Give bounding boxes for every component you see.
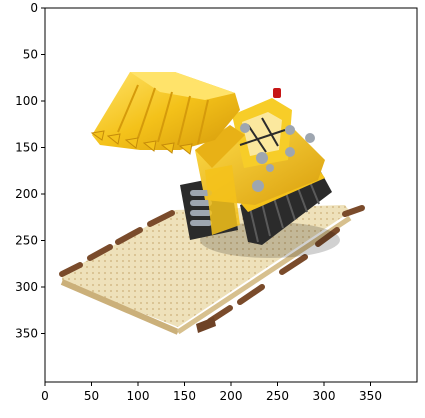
border-tile [342,205,365,217]
front-brick [196,317,216,333]
bucket-ribs [117,84,209,146]
front-track [240,170,332,245]
y-tick-label: 50 [23,48,38,62]
x-tick-label: 250 [266,389,289,403]
baseplate-right-edge [176,215,352,335]
x-axis: 0 50 100 150 200 250 300 350 [41,382,382,403]
x-tick-label: 200 [220,389,243,403]
border-tile [87,244,113,261]
x-tick-label: 50 [84,389,99,403]
front-panel [205,165,240,235]
bucket-rim [130,72,235,100]
x-tick-label: 0 [41,389,49,403]
x-tick-label: 150 [173,389,196,403]
border-tile [279,254,308,275]
y-tick-label: 300 [15,280,38,294]
photo [59,72,365,335]
grille [190,190,212,226]
warning-light [273,88,281,98]
cab-window [242,112,282,156]
pneumatic-joints [240,123,315,192]
y-tick-label: 150 [15,141,38,155]
y-tick-label: 250 [15,234,38,248]
border-tile [147,210,175,227]
baseplate-front-edge [60,279,180,335]
border-tile [315,227,340,247]
y-tick-label: 350 [15,327,38,341]
bucket-teeth [90,130,193,155]
x-tick-label: 300 [313,389,336,403]
x-tick-label: 350 [359,389,382,403]
roll-cage [239,117,286,153]
loader-arm [195,125,245,168]
y-axis: 0 50 100 150 200 250 300 350 [15,1,45,341]
y-tick-label: 200 [15,187,38,201]
shadow [200,222,340,258]
border-tile [237,284,265,305]
y-tick-label: 0 [30,1,38,15]
border-tile [115,227,143,245]
x-tick-label: 100 [127,389,150,403]
y-tick-label: 100 [15,94,38,108]
track-treads [249,181,320,243]
border-tile [59,262,83,277]
